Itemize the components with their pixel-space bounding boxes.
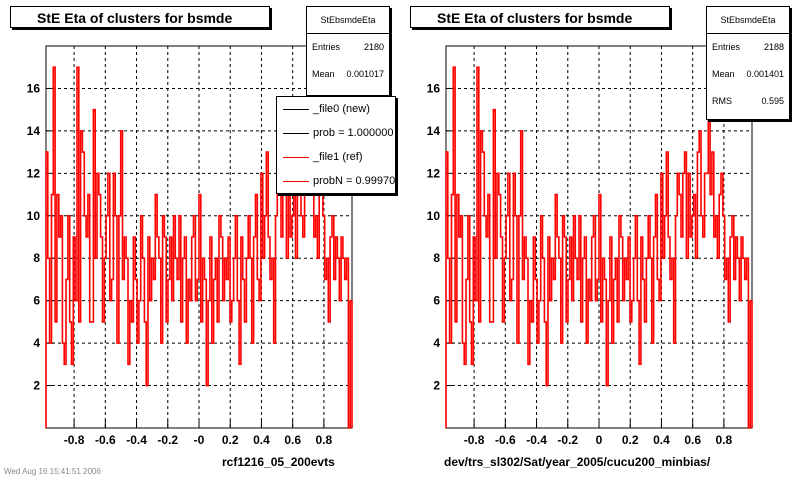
stats-box-right: StEbsmdeEta Entries 2188 Mean 0.001401 R… <box>706 6 790 120</box>
x-tick-label: -0.4 <box>526 433 547 447</box>
legend-item: prob = 1.000000 <box>277 121 395 145</box>
stats-label: RMS <box>712 96 732 106</box>
y-tick-label: 12 <box>27 166 41 180</box>
y-tick-label: 2 <box>33 379 40 393</box>
x-tick-label: 0.8 <box>716 433 733 447</box>
y-tick-label: 14 <box>27 124 41 138</box>
x-tick-label: -0.4 <box>126 433 147 447</box>
stats-row-entries: Entries 2188 <box>707 34 789 61</box>
y-tick-label: 10 <box>427 209 441 223</box>
legend-swatch <box>283 157 309 158</box>
stats-label: Mean <box>712 69 735 79</box>
x-axis-label-left: rcf1216_05_200evts <box>222 455 335 469</box>
legend-swatch <box>283 133 309 134</box>
x-tick-label: -0.8 <box>464 433 485 447</box>
x-tick-label: 0.4 <box>253 433 270 447</box>
legend-item: _file0 (new) <box>277 97 395 121</box>
stats-value: 0.001401 <box>746 69 784 79</box>
stats-label: Entries <box>312 42 341 52</box>
x-tick-label: 0.6 <box>684 433 701 447</box>
y-tick-label: 12 <box>427 166 441 180</box>
stats-box-left: StEbsmdeEta Entries 2180 Mean 0.001017 <box>306 6 390 96</box>
legend-swatch <box>283 181 309 182</box>
stats-label: Mean <box>312 69 335 79</box>
stats-value: 0.001017 <box>346 69 384 79</box>
y-tick-label: 8 <box>33 251 40 265</box>
legend: _file0 (new) prob = 1.000000 _file1 (ref… <box>276 96 396 194</box>
legend-swatch <box>283 109 309 110</box>
y-tick-label: 8 <box>433 251 440 265</box>
stats-name: StEbsmdeEta <box>307 7 389 34</box>
stats-value: 2188 <box>763 42 784 52</box>
y-tick-label: 16 <box>27 81 41 95</box>
stats-label: Entries <box>712 42 741 52</box>
histogram-series <box>445 66 753 429</box>
stats-value: 2180 <box>363 42 384 52</box>
stats-row-mean: Mean 0.001401 <box>707 61 789 88</box>
legend-label: _file1 (ref) <box>313 151 363 163</box>
y-tick-label: 6 <box>33 294 40 308</box>
chart-title-right: StE Eta of clusters for bsmde <box>410 6 670 28</box>
x-tick-label: -0.2 <box>557 433 578 447</box>
chart-title-left: StE Eta of clusters for bsmde <box>10 6 270 28</box>
legend-label: _file0 (new) <box>313 103 370 115</box>
y-tick-label: 16 <box>427 81 441 95</box>
stats-value: 0.595 <box>761 96 784 106</box>
legend-label: prob = 1.000000 <box>313 127 394 139</box>
x-tick-label: 0 <box>596 433 603 447</box>
stats-row-entries: Entries 2180 <box>307 34 389 61</box>
x-tick-label: 0.2 <box>222 433 239 447</box>
y-tick-label: 4 <box>33 336 40 350</box>
histogram-chart-right: -0.8 -0.6 -0.4 -0.2 0 0.2 0.4 0.6 0.8 2 4 6 8 10 12 14 1… <box>427 45 753 447</box>
legend-item: _file1 (ref) <box>277 145 395 169</box>
x-tick-label: 0.4 <box>653 433 670 447</box>
x-tick-label: -0.8 <box>64 433 85 447</box>
y-tick-label: 4 <box>433 336 440 350</box>
legend-item: probN = 0.999700 <box>277 169 395 193</box>
y-tick-label: 14 <box>427 124 441 138</box>
footer-timestamp: Wed Aug 16 15:41:51 2006 <box>4 467 101 476</box>
stats-row-rms: RMS 0.595 <box>707 88 789 115</box>
x-tick-label: 0.6 <box>284 433 301 447</box>
x-tick-label: 0.2 <box>622 433 639 447</box>
y-tick-label: 2 <box>433 379 440 393</box>
x-tick-label: -0.6 <box>95 433 116 447</box>
x-tick-label: 0.8 <box>316 433 333 447</box>
y-tick-label: 10 <box>27 209 41 223</box>
y-tick-label: 6 <box>433 294 440 308</box>
x-tick-label: -0 <box>194 433 205 447</box>
legend-label: probN = 0.999700 <box>313 175 396 187</box>
stats-name: StEbsmdeEta <box>707 7 789 34</box>
x-tick-label: -0.6 <box>495 433 516 447</box>
x-tick-label: -0.2 <box>157 433 178 447</box>
x-axis-label-right: dev/trs_sl302/Sat/year_2005/cucu200_minb… <box>444 455 711 469</box>
stats-row-mean: Mean 0.001017 <box>307 61 389 88</box>
